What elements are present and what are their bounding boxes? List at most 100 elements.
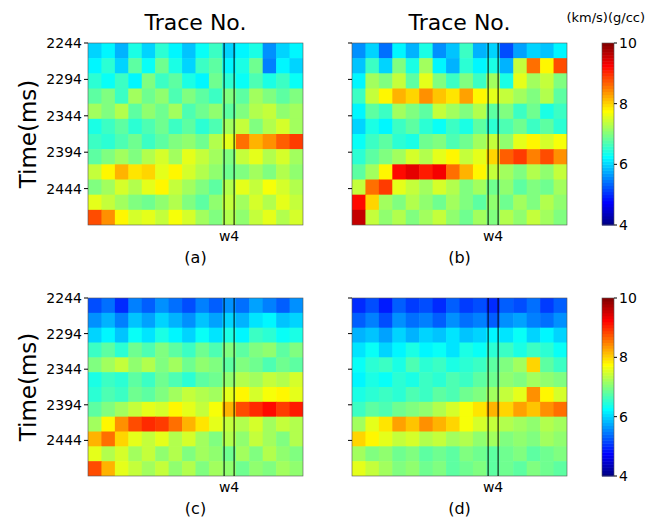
colorbar-step	[602, 467, 614, 470]
cell	[169, 180, 183, 196]
y-tick-label: 2294	[46, 71, 82, 87]
colorbar-step	[602, 390, 614, 393]
cell	[182, 461, 196, 476]
y-tick	[84, 43, 88, 44]
cell	[513, 134, 527, 150]
cell	[196, 164, 210, 180]
cell	[142, 432, 156, 447]
colorbar-step	[602, 345, 614, 348]
cell	[392, 387, 406, 402]
cell	[406, 210, 420, 225]
cell	[406, 402, 420, 417]
cell	[527, 387, 541, 402]
cell	[352, 164, 366, 180]
cell	[352, 402, 366, 417]
cell	[540, 432, 554, 447]
cell	[169, 119, 183, 135]
y-axis-title: Time(ms)	[15, 333, 41, 443]
cell	[128, 195, 142, 211]
cell	[513, 164, 527, 180]
cell	[196, 417, 210, 432]
cell	[155, 210, 169, 225]
cell	[433, 119, 447, 135]
cell	[196, 210, 210, 225]
colorbar-step	[602, 458, 614, 461]
cell	[290, 149, 303, 165]
cell	[169, 43, 183, 59]
cell	[446, 357, 460, 372]
cell	[169, 387, 183, 402]
cell	[115, 402, 129, 417]
cell	[128, 328, 142, 343]
colorbar-step	[602, 420, 614, 423]
cell	[276, 43, 290, 59]
cell	[142, 298, 156, 313]
cell	[196, 104, 210, 120]
cell	[513, 89, 527, 105]
cell	[554, 89, 567, 105]
cell	[196, 73, 210, 89]
colorbar-step	[602, 143, 614, 147]
cell	[473, 180, 487, 196]
cell	[500, 446, 514, 461]
cell	[352, 149, 366, 165]
cell	[419, 357, 433, 372]
cell	[352, 298, 366, 313]
cell	[513, 58, 527, 74]
cell	[500, 372, 514, 387]
cell	[527, 58, 541, 74]
cell	[182, 298, 196, 313]
cell	[460, 104, 474, 120]
cell	[290, 43, 303, 59]
cell	[249, 328, 263, 343]
cell	[155, 89, 169, 105]
cell	[446, 461, 460, 476]
cell	[446, 180, 460, 196]
colorbar-step	[602, 85, 614, 89]
cell	[406, 357, 420, 372]
cell	[249, 417, 263, 432]
cell	[182, 372, 196, 387]
cell	[433, 343, 447, 358]
cell	[128, 180, 142, 196]
colorbar-step	[602, 432, 614, 435]
cell	[446, 417, 460, 432]
colorbar-step	[602, 408, 614, 411]
cell	[473, 149, 487, 165]
colorbar-step	[602, 434, 614, 437]
cell	[473, 298, 487, 313]
cell	[540, 58, 554, 74]
cell	[419, 195, 433, 211]
cell	[101, 343, 115, 358]
cell	[263, 149, 277, 165]
colorbar-tick	[614, 416, 617, 417]
cell	[352, 119, 366, 135]
colorbar-step	[602, 79, 614, 83]
y-tick	[84, 333, 88, 334]
cell	[500, 313, 514, 328]
cell	[155, 402, 169, 417]
cell	[182, 210, 196, 225]
cell	[352, 328, 366, 343]
cell	[446, 89, 460, 105]
cell	[236, 104, 250, 120]
cell	[115, 134, 129, 150]
colorbar-step	[602, 443, 614, 446]
cell	[236, 432, 250, 447]
cell	[276, 149, 290, 165]
cell	[473, 417, 487, 432]
cell	[460, 343, 474, 358]
cell	[513, 387, 527, 402]
cell	[446, 149, 460, 165]
y-tick-label: 2294	[46, 326, 82, 342]
cell	[433, 89, 447, 105]
cell	[209, 417, 223, 432]
cell	[290, 357, 303, 372]
cell	[527, 402, 541, 417]
cell	[276, 180, 290, 196]
cell	[263, 43, 277, 59]
cell	[88, 119, 102, 135]
cell	[182, 73, 196, 89]
cell	[142, 195, 156, 211]
cell	[513, 372, 527, 387]
